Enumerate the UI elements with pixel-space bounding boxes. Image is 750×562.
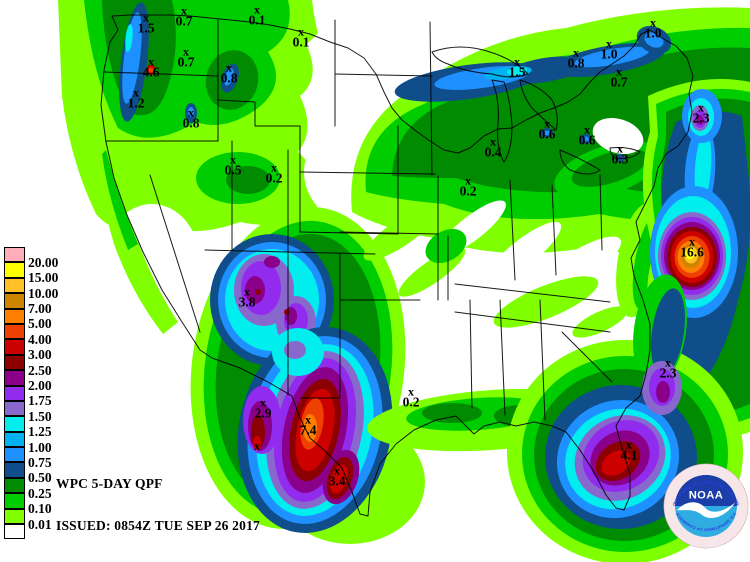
legend-color-swatch (4, 431, 25, 448)
valid-line: VALID:12Z TUE SEP 26 2017 (56, 560, 260, 562)
legend-color-swatch (4, 277, 25, 294)
legend-color-swatch (4, 524, 25, 540)
legend-value-label: 0.75 (28, 454, 52, 470)
legend-entry: 20.00 (4, 247, 58, 269)
noaa-seal-sky (675, 475, 737, 506)
issued-line: ISSUED: 0854Z TUE SEP 26 2017 (56, 517, 260, 533)
legend-value-label: 10.00 (28, 285, 59, 301)
legend-color-swatch (4, 416, 25, 432)
precip-region-southwest-texas (190, 206, 425, 544)
legend-color-swatch (4, 477, 25, 494)
legend-entry: 0.75 (4, 447, 58, 469)
legend-value-label: 20.00 (28, 254, 59, 270)
state-borders (103, 19, 613, 421)
legend-value-label: 3.00 (28, 347, 52, 363)
legend-entry: 1.75 (4, 385, 58, 407)
legend-color-swatch (4, 339, 25, 355)
legend-entry: 1.25 (4, 416, 58, 438)
legend-value-label: 2.00 (28, 378, 52, 394)
forecast-meta: WPC 5-DAY QPF ISSUED: 0854Z TUE SEP 26 2… (56, 449, 260, 562)
legend-color-swatch (4, 354, 25, 371)
legend-value-label: 5.00 (28, 316, 52, 332)
legend-color-swatch (4, 508, 25, 525)
forecast-product-title: WPC 5-DAY QPF (56, 475, 163, 491)
legend-entry: 0.50 (4, 462, 58, 484)
legend-value-label: 1.25 (28, 424, 52, 440)
legend-value-label: 1.00 (28, 439, 52, 455)
noaa-acronym: NOAA (689, 489, 724, 501)
legend-entry: 5.00 (4, 308, 58, 330)
legend-entry: 2.50 (4, 354, 58, 377)
legend-color-swatch (4, 493, 25, 509)
legend-entry-below-min (4, 524, 58, 540)
legend-value-label: 15.00 (28, 270, 59, 286)
legend-color-swatch (4, 247, 25, 263)
legend-value-label: 1.50 (28, 408, 52, 424)
legend-entry: 15.00 (4, 262, 58, 284)
legend-value-label: 0.10 (28, 501, 52, 517)
legend-entry: 7.00 (4, 293, 58, 315)
noaa-logo: NATIONAL OCEANIC AND ATMOSPHERIC ADMINIS… (663, 463, 749, 549)
legend-entry: 2.00 (4, 370, 58, 392)
seagull-icon (676, 502, 736, 518)
legend-value-label: 0.50 (28, 470, 52, 486)
legend-value-label: 4.00 (28, 331, 52, 347)
legend-color-swatch (4, 262, 25, 278)
legend-entry: 1.00 (4, 431, 58, 454)
legend-entry: 1.50 (4, 400, 58, 423)
map-boundaries (100, 14, 694, 517)
legend-value-label: 0.01 (28, 516, 52, 532)
us-coast-outline (100, 14, 694, 517)
legend-entry: 0.10 (4, 493, 58, 515)
legend-entry: 4.00 (4, 323, 58, 346)
legend-color-swatch (4, 323, 25, 340)
legend-value-label: 2.50 (28, 362, 52, 378)
legend-entry: 3.00 (4, 339, 58, 361)
legend-color-swatch (4, 400, 25, 417)
legend-value-label: 7.00 (28, 301, 52, 317)
legend-value-label: 1.75 (28, 393, 52, 409)
legend-entry: 10.00 (4, 277, 58, 300)
legend-entry: 0.25 (4, 477, 58, 500)
qpf-legend: 20.00 15.00 10.00 7.00 5.00 4.00 3.00 2.50 2.00 1… (4, 247, 58, 540)
legend-color-swatch (4, 308, 25, 324)
legend-color-swatch (4, 370, 25, 386)
legend-color-swatch (4, 385, 25, 401)
legend-color-swatch (4, 447, 25, 463)
legend-value-label: 0.25 (28, 485, 52, 501)
legend-color-swatch (4, 462, 25, 478)
legend-entry: 0.01 (4, 508, 58, 531)
legend-color-swatch (4, 293, 25, 309)
great-lakes-outlines (431, 46, 641, 175)
